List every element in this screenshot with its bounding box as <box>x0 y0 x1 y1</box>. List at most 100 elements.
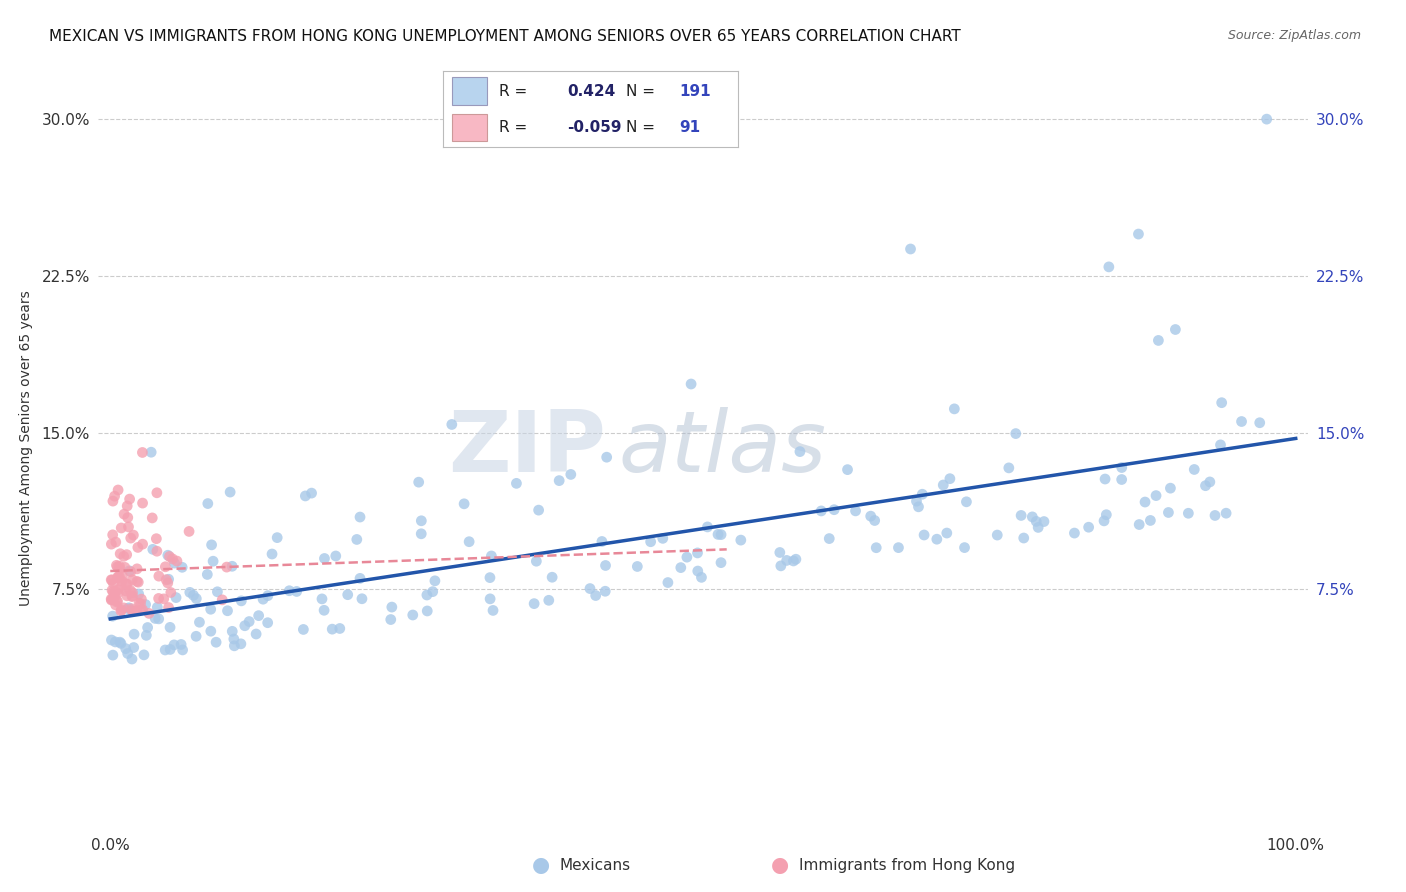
Point <box>112 601 135 615</box>
Point <box>101 609 124 624</box>
Point <box>1033 515 1056 529</box>
Text: Immigrants from Hong Kong: Immigrants from Hong Kong <box>799 858 1015 872</box>
Point <box>156 548 179 562</box>
Point <box>321 622 343 636</box>
Point <box>112 549 135 564</box>
Point <box>911 487 934 501</box>
Point <box>932 478 955 492</box>
FancyBboxPatch shape <box>451 78 486 104</box>
Point <box>155 573 177 587</box>
Point <box>165 591 187 605</box>
Point <box>278 583 301 598</box>
Point <box>349 571 371 585</box>
Point <box>121 573 143 587</box>
Point <box>907 500 929 514</box>
Point <box>153 643 176 657</box>
Point <box>148 591 170 606</box>
Point <box>776 553 799 567</box>
Point <box>157 600 180 615</box>
Point <box>121 604 143 618</box>
Point <box>224 639 246 653</box>
Point <box>1111 460 1133 475</box>
Point <box>782 554 804 568</box>
Point <box>257 589 280 603</box>
Point <box>626 559 648 574</box>
Point <box>416 588 439 602</box>
Point <box>183 588 205 602</box>
Point <box>837 462 859 476</box>
Point <box>710 556 733 570</box>
Point <box>131 537 153 551</box>
Text: ZIP: ZIP <box>449 407 606 490</box>
Point <box>887 541 910 555</box>
Point <box>195 567 218 582</box>
Point <box>146 485 169 500</box>
Point <box>127 575 149 590</box>
Point <box>1147 334 1170 348</box>
Point <box>925 532 948 546</box>
Point <box>100 573 122 587</box>
Point <box>131 496 153 510</box>
Point <box>101 648 124 662</box>
Point <box>103 584 125 599</box>
Point <box>101 573 124 587</box>
Point <box>453 497 475 511</box>
Point <box>146 544 169 558</box>
Point <box>131 592 153 607</box>
Point <box>121 590 143 604</box>
Point <box>121 652 143 666</box>
Point <box>200 602 222 616</box>
Point <box>219 485 242 500</box>
Point <box>1063 526 1085 541</box>
Point <box>101 583 124 598</box>
Point <box>186 591 208 606</box>
Point <box>118 564 141 578</box>
Point <box>640 534 662 549</box>
Point <box>1159 481 1181 495</box>
Point <box>785 552 807 566</box>
Point <box>103 489 125 503</box>
Point <box>998 461 1021 475</box>
Point <box>380 613 402 627</box>
Point <box>730 533 752 548</box>
Text: 191: 191 <box>679 84 710 99</box>
Point <box>156 575 179 590</box>
Point <box>912 528 935 542</box>
Point <box>458 534 481 549</box>
Point <box>107 483 129 497</box>
Point <box>1128 227 1150 241</box>
Point <box>863 514 886 528</box>
Point <box>155 559 177 574</box>
Point <box>294 489 316 503</box>
Point <box>211 592 233 607</box>
Point <box>423 574 446 588</box>
Point <box>560 467 582 482</box>
Point <box>100 633 122 648</box>
Point <box>657 575 679 590</box>
Point <box>141 445 163 459</box>
Point <box>1095 508 1118 522</box>
Text: R =: R = <box>499 84 527 99</box>
Point <box>118 492 141 507</box>
Point <box>541 570 564 584</box>
Point <box>579 582 602 596</box>
Point <box>100 537 122 551</box>
Point <box>202 554 225 568</box>
Point <box>107 582 129 597</box>
Point <box>548 474 571 488</box>
Point <box>122 528 145 542</box>
Point <box>129 603 152 617</box>
Point <box>110 603 132 617</box>
Point <box>411 514 433 528</box>
Point <box>159 642 181 657</box>
Point <box>115 548 138 562</box>
FancyBboxPatch shape <box>451 114 486 141</box>
Text: -0.059: -0.059 <box>567 120 621 135</box>
Point <box>104 535 127 549</box>
Point <box>905 494 928 508</box>
Point <box>107 586 129 600</box>
Point <box>110 580 132 594</box>
Point <box>1177 506 1199 520</box>
Point <box>159 549 181 564</box>
Point <box>114 584 136 599</box>
